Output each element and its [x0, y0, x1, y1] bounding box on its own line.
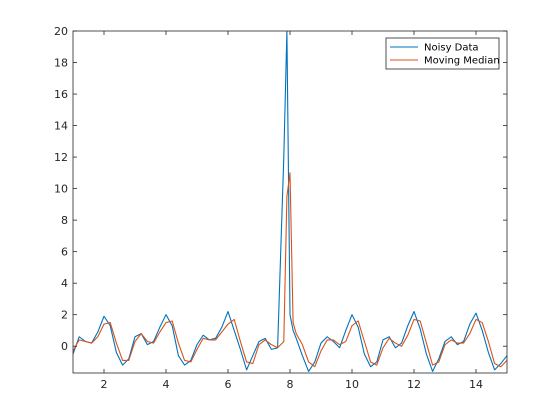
legend-box — [385, 37, 500, 70]
legend: Noisy Data Moving Median — [385, 37, 500, 70]
series-line-moving-median — [73, 172, 507, 368]
x-tick-label: 6 — [225, 378, 232, 391]
x-tick-label: 4 — [163, 378, 170, 391]
x-tick-label: 12 — [407, 378, 421, 391]
y-tick-label: 8 — [61, 214, 68, 227]
plot-area — [73, 31, 507, 373]
legend-label: Noisy Data — [424, 43, 479, 54]
y-tick-label: 18 — [54, 57, 68, 70]
x-tick-label: 10 — [345, 378, 359, 391]
x-tick-label: 8 — [287, 378, 294, 391]
axes-layer: 2 4 6 8 10 12 14 0 2 4 6 8 10 12 14 16 18 20 — [54, 25, 508, 391]
y-tick-label: 16 — [54, 88, 68, 101]
x-tick-label: 2 — [101, 378, 108, 391]
y-tick-label: 14 — [54, 120, 68, 133]
y-tick-label: 6 — [61, 246, 68, 259]
legend-label: Moving Median — [424, 56, 500, 67]
y-tick-label: 2 — [61, 309, 68, 322]
y-tick-label: 12 — [54, 151, 68, 164]
series-line-noisy-data — [73, 31, 507, 372]
y-tick-label: 0 — [61, 340, 68, 353]
x-tick-label: 14 — [469, 378, 483, 391]
y-tick-label: 4 — [61, 277, 68, 290]
y-tick-label: 20 — [54, 25, 68, 38]
y-tick-label: 10 — [54, 183, 68, 196]
series-layer — [73, 31, 507, 372]
